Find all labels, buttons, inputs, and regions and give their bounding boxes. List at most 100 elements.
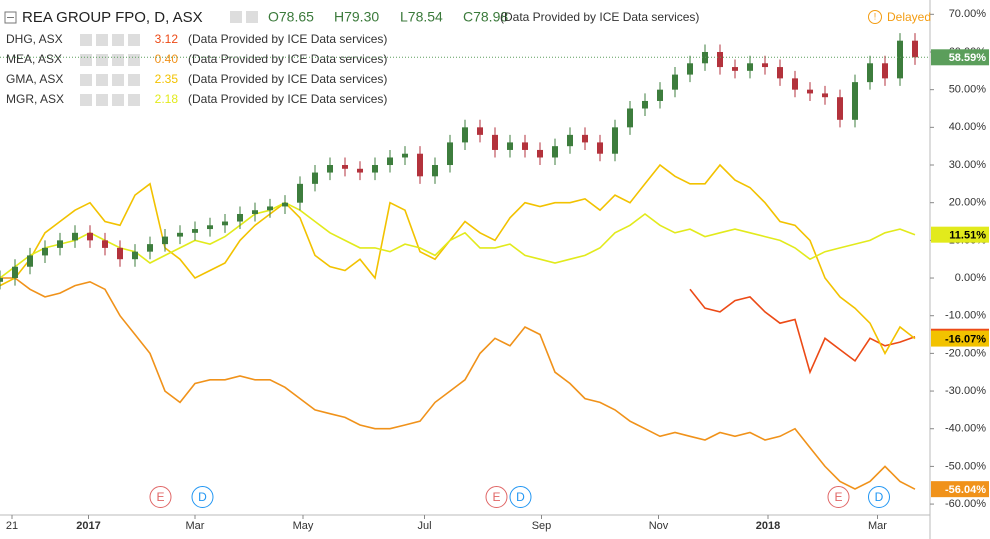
candle-body <box>462 127 468 143</box>
legend-button[interactable] <box>80 94 92 106</box>
candle-body <box>297 183 303 203</box>
x-tick-label: 2017 <box>76 520 100 532</box>
candle-body <box>852 82 858 120</box>
x-tick-label: May <box>293 520 314 532</box>
legend-button[interactable] <box>96 74 108 86</box>
legend-button[interactable] <box>112 34 124 46</box>
series-line <box>0 201 916 279</box>
end-label-box <box>931 330 989 347</box>
candle-body <box>72 232 78 241</box>
candle-body <box>747 63 753 71</box>
end-label-box <box>931 226 989 243</box>
legend-note: (Data Provided by ICE Data services) <box>188 72 387 86</box>
chart-title: REA GROUP FPO, D, ASX <box>22 9 203 26</box>
legend-name: GMA, ASX <box>6 72 63 86</box>
legend-button[interactable] <box>112 74 124 86</box>
event-label: E <box>492 490 500 504</box>
legend-button[interactable] <box>80 54 92 66</box>
event-marker[interactable] <box>485 486 508 508</box>
candle-body <box>12 266 18 279</box>
legend-name: MGR, ASX <box>6 92 64 106</box>
legend-button[interactable] <box>96 54 108 66</box>
x-tick-label: 21 <box>6 520 18 532</box>
candle-body <box>402 153 408 158</box>
legend-button[interactable] <box>128 34 140 46</box>
end-label-box <box>931 49 989 66</box>
legend-button[interactable] <box>80 74 92 86</box>
candle-body <box>147 244 153 252</box>
candle-body <box>792 78 798 90</box>
candle-body <box>27 255 33 267</box>
settings-button[interactable] <box>246 11 258 23</box>
event-marker[interactable] <box>509 486 532 508</box>
candle-body <box>762 63 768 68</box>
candle-body <box>582 134 588 143</box>
candle-body <box>867 63 873 83</box>
legend-note: (Data Provided by ICE Data services) <box>188 32 387 46</box>
end-label: 11.51% <box>949 230 986 242</box>
legend-button[interactable] <box>112 94 124 106</box>
x-tick-label: Sep <box>532 520 552 532</box>
candle-body <box>177 232 183 237</box>
legend: DHG, ASX 3.12 (Data Provided by ICE Data s… <box>4 32 387 108</box>
legend-button[interactable] <box>128 94 140 106</box>
candle-body <box>777 67 783 79</box>
y-tick-label: -30.00% <box>945 385 986 397</box>
legend-button[interactable] <box>96 34 108 46</box>
y-tick-label: -10.00% <box>945 310 986 322</box>
candle-body <box>252 210 258 214</box>
x-tick-label: Jul <box>417 520 431 532</box>
end-label: -56.04% <box>945 484 986 496</box>
legend-button[interactable] <box>128 54 140 66</box>
candle-body <box>372 165 378 173</box>
legend-button[interactable] <box>96 94 108 106</box>
legend-button[interactable] <box>128 74 140 86</box>
candle-body <box>537 149 543 158</box>
candle-body <box>327 165 333 173</box>
y-tick-label: 20.00% <box>949 197 987 209</box>
y-tick-label: -40.00% <box>945 423 986 435</box>
delayed-status[interactable]: Delayed <box>887 10 931 24</box>
event-marker[interactable] <box>149 486 172 508</box>
y-tick-label: 30.00% <box>949 159 987 171</box>
candle-body <box>657 89 663 101</box>
candle-body <box>282 202 288 207</box>
candle-body <box>57 240 63 248</box>
event-marker[interactable] <box>191 486 214 508</box>
y-tick-label: -60.00% <box>945 498 986 510</box>
candle-body <box>717 51 723 68</box>
event-marker[interactable] <box>827 486 850 508</box>
candle-body <box>522 142 528 150</box>
legend-note: (Data Provided by ICE Data services) <box>188 52 387 66</box>
close-label: C78.98 <box>463 9 508 25</box>
series-line <box>689 288 916 375</box>
candle-body <box>267 206 273 211</box>
legend-value: 0.40 <box>155 52 179 66</box>
event-marker[interactable] <box>868 486 890 508</box>
delayed-icon <box>868 10 882 24</box>
collapse-button[interactable] <box>4 11 17 24</box>
legend-value: 3.12 <box>155 32 179 46</box>
end-label: -16.07% <box>945 333 986 345</box>
x-tick-label: Mar <box>186 520 205 532</box>
legend-value: 2.18 <box>155 92 179 106</box>
plot-area <box>0 33 918 490</box>
candle-body <box>417 153 423 177</box>
candle-body <box>912 40 918 58</box>
delayed-icon-mark: ! <box>874 11 877 21</box>
candle-body <box>672 74 678 90</box>
visibility-button[interactable] <box>230 11 242 23</box>
candle-body <box>42 247 48 256</box>
legend-button[interactable] <box>112 54 124 66</box>
candle-body <box>357 168 363 173</box>
candle-body <box>132 251 138 260</box>
high-label: H79.30 <box>334 9 379 25</box>
event-label: D <box>198 490 207 504</box>
legend-button[interactable] <box>80 34 92 46</box>
candle-body <box>102 240 108 248</box>
y-tick-label: -20.00% <box>945 347 986 359</box>
candle-body <box>117 247 123 260</box>
candle-body <box>642 100 648 109</box>
candle-body <box>882 63 888 79</box>
candle-body <box>627 108 633 128</box>
